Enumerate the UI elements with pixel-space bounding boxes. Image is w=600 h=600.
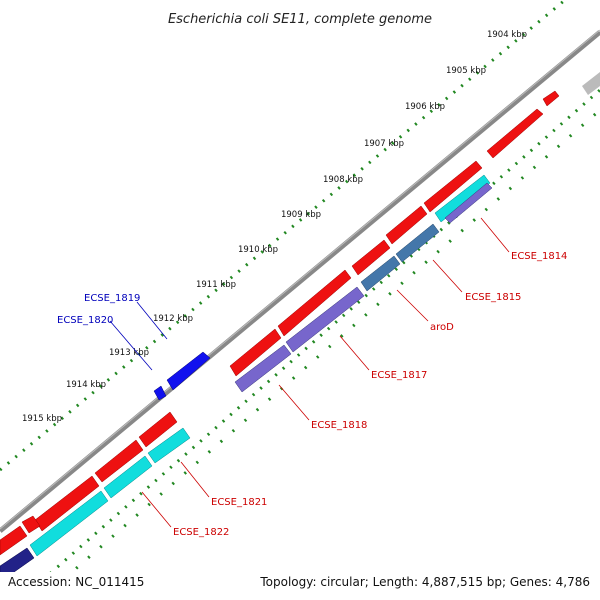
forward-cds-track — [0, 90, 560, 556]
leader-line — [141, 491, 172, 528]
gene-label-ecse-1814[interactable]: ECSE_1814 — [511, 251, 567, 262]
cyan-feature[interactable] — [434, 174, 491, 223]
leader-line — [180, 461, 210, 498]
gene-label-ecse-1815[interactable]: ECSE_1815 — [465, 292, 521, 303]
leader-line — [278, 384, 310, 421]
ruler-labels: 1904 kbp 1905 kbp 1906 kbp 1907 kbp 1908… — [22, 30, 527, 424]
steel-feature[interactable] — [360, 255, 401, 292]
cds-feature[interactable] — [0, 525, 28, 556]
accession-text: Accession: NC_011415 — [8, 575, 144, 589]
cds-feature-ecse-1819[interactable] — [166, 351, 211, 391]
cds-feature-ecse-1820[interactable] — [153, 385, 167, 401]
ruler-label: 1906 kbp — [405, 102, 445, 112]
footer-background — [0, 572, 600, 600]
leader-line — [396, 289, 429, 322]
ruler-label: 1904 kbp — [487, 30, 527, 40]
cds-feature[interactable] — [351, 239, 391, 276]
ruler-label: 1914 kbp — [66, 380, 106, 390]
ruler-label: 1908 kbp — [323, 175, 363, 185]
cds-feature[interactable] — [486, 108, 544, 159]
ruler-label: 1909 kbp — [281, 210, 321, 220]
gene-label-ecse-1819[interactable]: ECSE_1819 — [84, 293, 140, 304]
cyan-feature[interactable] — [29, 490, 109, 557]
ruler-inner-ticks — [19, 88, 600, 600]
gene-labels: ECSE_1814 ECSE_1815 aroD ECSE_1817 ECSE_… — [57, 251, 567, 538]
leader-line — [136, 301, 168, 340]
ruler-label: 1913 kbp — [109, 348, 149, 358]
blue-cds-track — [153, 351, 211, 401]
ruler-label: 1911 kbp — [196, 280, 236, 290]
gene-label-ecse-1822[interactable]: ECSE_1822 — [173, 527, 229, 538]
cds-feature[interactable] — [21, 515, 41, 534]
gene-label-arod[interactable]: aroD — [430, 322, 454, 333]
purple-feature[interactable] — [285, 286, 365, 353]
leader-line — [339, 335, 370, 371]
ruler-label: 1915 kbp — [22, 414, 62, 424]
cds-feature[interactable] — [277, 269, 352, 337]
genome-backbone-highlight — [0, 29, 600, 530]
cds-feature-grey[interactable] — [582, 72, 600, 95]
cds-feature[interactable] — [34, 475, 100, 532]
purple-feature[interactable] — [234, 344, 292, 393]
gene-label-ecse-1820[interactable]: ECSE_1820 — [57, 315, 113, 326]
cyan-feature[interactable] — [103, 455, 153, 499]
cds-feature[interactable] — [385, 205, 428, 245]
genome-backbone — [0, 30, 600, 533]
map-title: Escherichia coli SE11, complete genome — [168, 12, 432, 27]
purple-feature[interactable] — [444, 182, 493, 224]
cds-feature[interactable] — [138, 411, 178, 448]
cyan-feature[interactable] — [147, 427, 191, 464]
leader-line — [109, 320, 153, 371]
ruler-label: 1910 kbp — [238, 245, 278, 255]
ruler-label: 1907 kbp — [364, 139, 404, 149]
ruler-label: 1912 kbp — [153, 314, 193, 324]
gene-label-ecse-1818[interactable]: ECSE_1818 — [311, 420, 367, 431]
ruler-label: 1905 kbp — [446, 66, 486, 76]
leader-line — [432, 259, 463, 293]
cds-feature[interactable] — [94, 439, 144, 483]
leader-line — [480, 217, 510, 253]
gene-label-ecse-1821[interactable]: ECSE_1821 — [211, 497, 267, 508]
cds-feature[interactable] — [423, 160, 483, 213]
genome-summary-text: Topology: circular; Length: 4,887,515 bp… — [259, 575, 590, 589]
steel-feature[interactable] — [395, 223, 440, 263]
leader-lines — [109, 217, 510, 528]
reverse-feature-track — [0, 174, 493, 583]
gene-label-ecse-1817[interactable]: ECSE_1817 — [371, 370, 427, 381]
cds-feature[interactable] — [229, 328, 282, 377]
cds-feature[interactable] — [542, 90, 560, 107]
